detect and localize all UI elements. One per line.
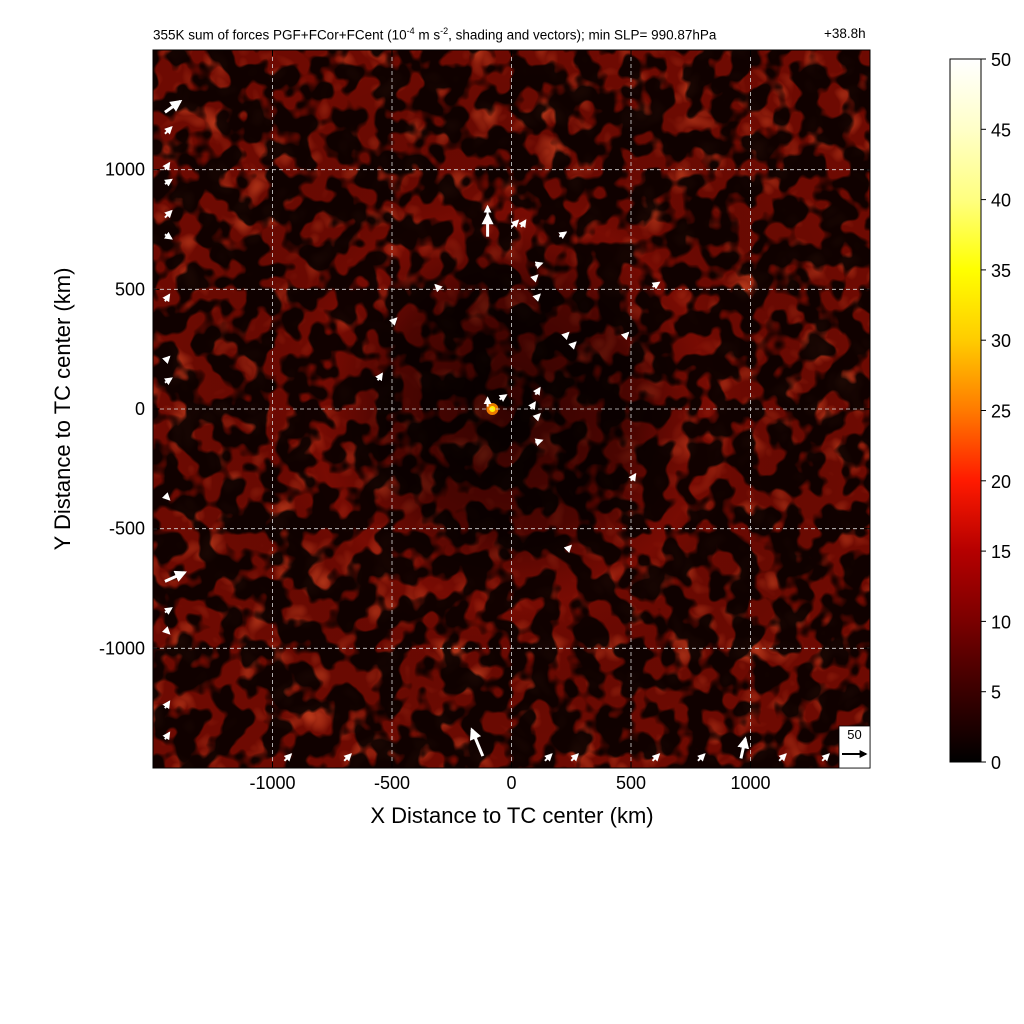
force-vector <box>164 126 173 135</box>
colorbar-tick-label: 5 <box>991 683 1001 703</box>
colorbar-tick-label: 50 <box>991 50 1011 70</box>
force-vector <box>164 178 173 187</box>
y-tick-label: 500 <box>115 279 145 299</box>
force-vector <box>375 372 383 382</box>
chart-title: 355K sum of forces PGF+FCor+FCent (10-4 … <box>153 26 717 43</box>
x-tick-label: 500 <box>616 773 646 793</box>
force-vector <box>697 753 706 762</box>
force-vector <box>534 438 544 447</box>
force-vector <box>568 341 577 350</box>
force-vector <box>164 607 173 615</box>
force-vector <box>510 219 520 228</box>
force-vector <box>561 331 570 341</box>
x-tick-label: -500 <box>374 773 410 793</box>
force-vector <box>530 274 539 283</box>
force-vector <box>164 377 173 386</box>
chart-time-label: +38.8h <box>824 26 866 41</box>
force-vector <box>620 331 630 341</box>
vector-reference-key: 50 <box>838 725 871 769</box>
colorbar-tick-label: 20 <box>991 472 1011 492</box>
y-tick-label: 0 <box>135 399 145 419</box>
force-vector <box>528 401 536 410</box>
force-vector <box>651 281 661 290</box>
force-vector <box>164 570 187 583</box>
colorbar-tick-label: 10 <box>991 612 1011 632</box>
force-vector <box>532 293 541 302</box>
y-tick-label: 1000 <box>105 160 145 180</box>
colorbar-gradient <box>949 58 982 763</box>
force-vector <box>161 355 171 365</box>
force-vector <box>737 736 750 759</box>
force-vector <box>162 161 171 171</box>
y-axis-label: Y Distance to TC center (km) <box>50 268 75 551</box>
force-vector <box>651 753 661 762</box>
force-vector <box>343 753 352 762</box>
heatmap-field <box>153 50 870 768</box>
force-vector <box>558 231 568 240</box>
force-vector <box>162 293 171 303</box>
x-tick-label: 1000 <box>730 773 770 793</box>
force-vector <box>162 700 171 710</box>
x-tick-label: 0 <box>506 773 516 793</box>
colorbar-tick-label: 45 <box>991 120 1011 140</box>
x-axis-label: X Distance to TC center (km) <box>370 803 653 828</box>
colorbar-tick-label: 25 <box>991 402 1011 422</box>
force-vector <box>628 472 637 482</box>
colorbar-tick-label: 30 <box>991 331 1011 351</box>
force-vector <box>161 492 171 501</box>
force-vector <box>534 261 544 270</box>
force-vector <box>162 731 171 741</box>
y-axis: -1000 -500 0 500 1000 <box>99 160 870 658</box>
force-vector <box>518 219 527 229</box>
force-vector <box>570 753 579 762</box>
colorbar-tick-label: 0 <box>991 753 1001 773</box>
colorbar-tick-label: 15 <box>991 542 1011 562</box>
force-vector <box>389 317 398 326</box>
force-vector <box>821 753 830 762</box>
x-axis: -1000 -500 0 500 1000 <box>249 50 771 793</box>
colorbar-tick-label: 40 <box>991 191 1011 211</box>
force-vector <box>161 626 171 635</box>
force-vector <box>164 231 173 240</box>
force-vector <box>164 209 173 219</box>
force-vector <box>469 727 485 757</box>
force-vector <box>563 544 573 554</box>
y-tick-label: -1000 <box>99 638 145 658</box>
y-tick-label: -500 <box>109 519 145 539</box>
force-vector <box>283 753 293 762</box>
colorbar: 0 5 10 15 20 25 30 35 40 45 50 <box>949 50 1011 773</box>
force-vector <box>164 99 183 114</box>
force-vector <box>532 386 541 396</box>
force-vector <box>532 413 541 422</box>
force-vector <box>778 753 787 762</box>
force-vector <box>498 394 508 402</box>
force-vector <box>544 753 553 762</box>
force-vector <box>434 283 443 293</box>
vector-reference-label: 50 <box>847 727 861 742</box>
x-tick-label: -1000 <box>249 773 295 793</box>
colorbar-tick-label: 35 <box>991 261 1011 281</box>
